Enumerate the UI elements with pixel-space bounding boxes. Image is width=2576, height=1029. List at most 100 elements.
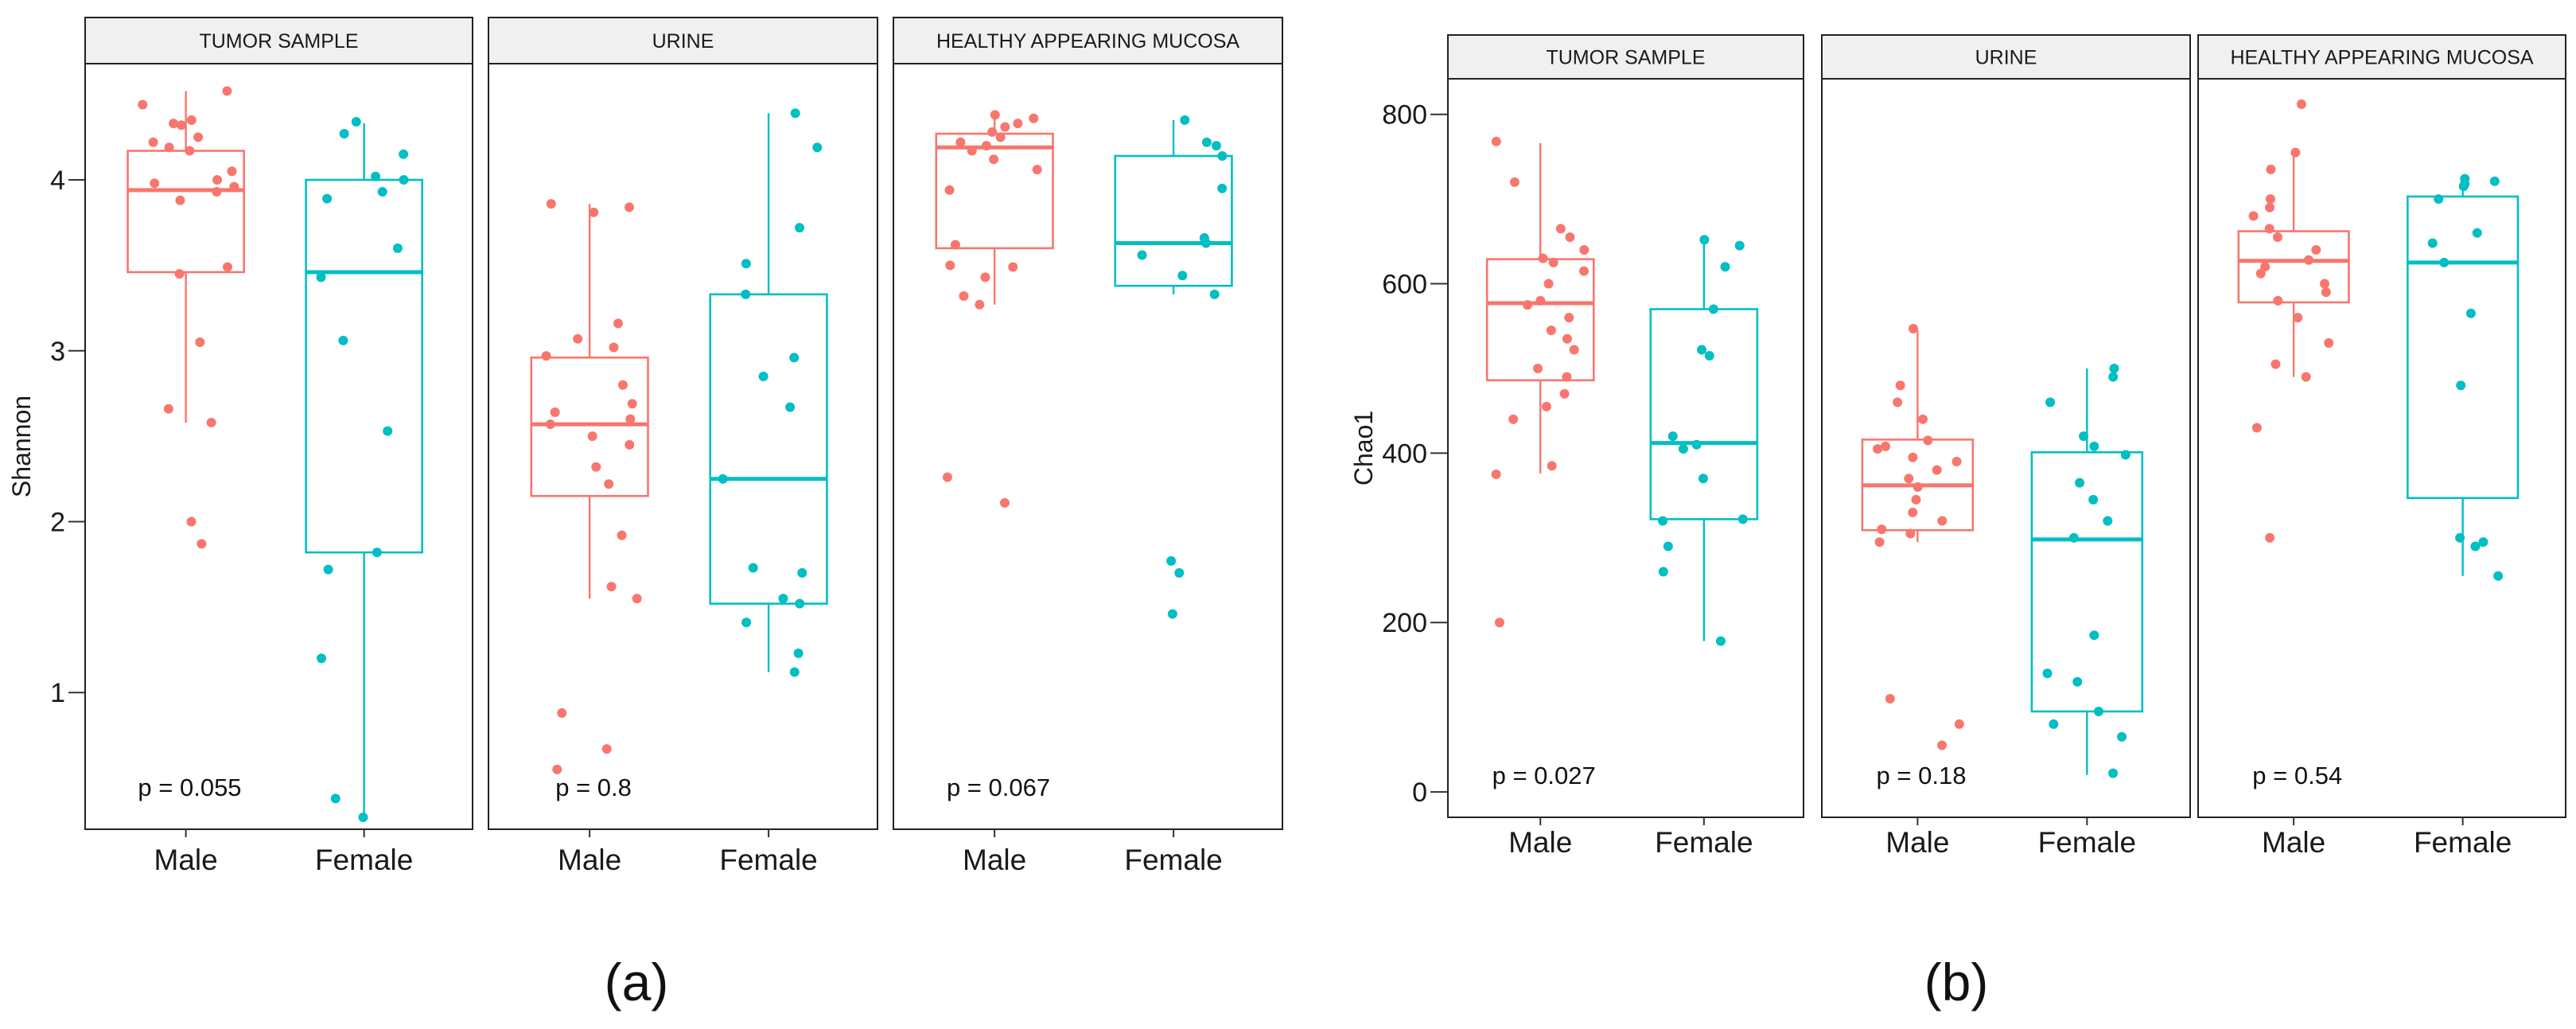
data-point: [338, 335, 348, 345]
data-point: [1923, 435, 1933, 446]
data-point: [541, 351, 551, 361]
data-point: [195, 337, 205, 348]
data-point: [2248, 211, 2259, 221]
data-point: [2255, 268, 2266, 279]
data-point: [2079, 431, 2089, 442]
data-point: [1737, 514, 1748, 524]
facet-strip-label: URINE: [652, 30, 714, 53]
box: [2407, 195, 2520, 500]
data-point: [1691, 439, 1702, 450]
y-tick-label: 2: [50, 507, 65, 537]
data-point: [1579, 244, 1590, 255]
data-point: [942, 472, 952, 482]
data-point: [1008, 262, 1018, 272]
facet-tumor-sample: TUMOR SAMPLE Male Female p = 0.055: [84, 17, 473, 876]
box: [305, 178, 423, 554]
data-point: [2049, 719, 2059, 729]
data-point: [2458, 181, 2469, 192]
panel-frame: [1447, 78, 1804, 818]
facet-strip: [893, 17, 1283, 64]
data-point: [1137, 250, 1147, 260]
data-point: [609, 342, 619, 353]
data-point: [392, 243, 403, 253]
data-point: [604, 479, 614, 489]
data-point: [2427, 238, 2438, 248]
data-point: [150, 178, 160, 189]
data-point: [2290, 147, 2301, 158]
data-point: [2265, 532, 2275, 543]
data-point: [741, 289, 751, 299]
data-point: [1548, 257, 1558, 267]
data-point: [1555, 224, 1566, 234]
data-point: [778, 594, 788, 604]
data-point: [138, 99, 148, 110]
data-point: [377, 187, 387, 197]
group-female: Female: [305, 117, 423, 876]
data-point: [967, 146, 977, 156]
facet-strip-label: TUMOR SAMPLE: [1546, 47, 1705, 69]
data-point: [1211, 141, 1221, 151]
box: [530, 357, 649, 497]
x-category-label: Female: [719, 844, 817, 876]
data-point: [789, 353, 800, 363]
data-point: [624, 202, 634, 212]
group-female: Female: [1649, 235, 1759, 859]
data-point: [2478, 537, 2488, 548]
data-point: [1908, 507, 1918, 517]
data-point: [175, 195, 185, 205]
group-male: Male: [530, 199, 649, 876]
data-point: [980, 272, 990, 283]
data-point: [2470, 541, 2481, 552]
box: [2237, 230, 2350, 304]
data-point: [587, 431, 597, 442]
data-point: [999, 497, 1010, 508]
data-point: [212, 175, 223, 185]
data-point: [2439, 257, 2450, 267]
x-category-label: Female: [1124, 844, 1222, 876]
data-point: [186, 516, 197, 527]
data-point: [959, 291, 969, 302]
data-point: [975, 299, 985, 310]
data-point: [741, 259, 751, 269]
data-point: [2045, 397, 2056, 407]
data-point: [2265, 194, 2275, 205]
data-point: [550, 407, 560, 418]
data-point: [627, 399, 637, 409]
facet-tumor-sample: TUMOR SAMPLE Male Female p = 0.027: [1447, 34, 1804, 859]
data-point: [1881, 441, 1891, 451]
data-point: [372, 548, 382, 558]
facet-strip-label: URINE: [1975, 47, 2037, 69]
data-point: [1509, 177, 1520, 187]
data-point: [2304, 255, 2314, 265]
data-point: [1559, 388, 1570, 399]
data-point: [371, 171, 381, 181]
data-point: [2293, 313, 2303, 323]
data-point: [1538, 253, 1548, 263]
data-point: [2472, 228, 2482, 238]
p-value-label: p = 0.8: [555, 774, 632, 801]
data-point: [212, 187, 222, 197]
group-male: Male: [2237, 99, 2350, 859]
data-point: [1720, 262, 1730, 272]
box: [1649, 308, 1759, 520]
data-point: [1909, 323, 1919, 333]
data-point: [185, 146, 195, 156]
data-point: [2120, 450, 2130, 460]
data-point: [1658, 516, 1668, 526]
data-point: [1937, 740, 1948, 750]
data-point: [601, 744, 612, 754]
data-point: [174, 269, 185, 279]
data-point: [2109, 363, 2119, 373]
data-point: [2265, 202, 2275, 212]
data-point: [339, 129, 349, 139]
x-category-label: Female: [2414, 826, 2512, 859]
data-point: [169, 119, 179, 129]
data-point: [1201, 137, 1212, 147]
data-point: [625, 414, 636, 424]
data-point: [2088, 494, 2099, 505]
data-point: [1699, 235, 1710, 245]
box: [2030, 451, 2144, 713]
data-point: [227, 166, 237, 177]
data-point: [1932, 465, 1942, 475]
data-point: [2321, 287, 2331, 298]
